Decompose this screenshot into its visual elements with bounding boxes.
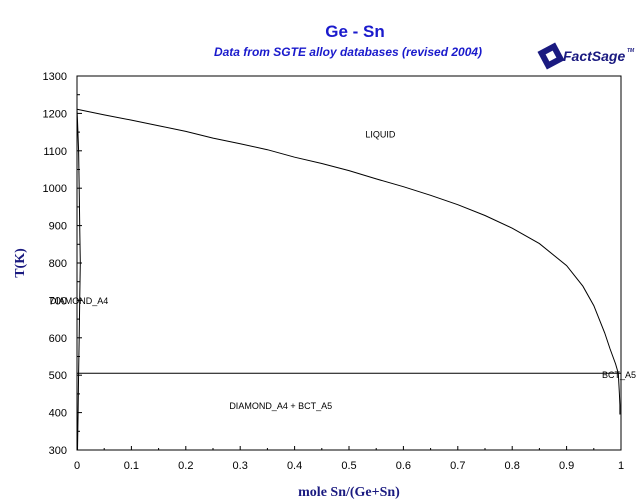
x-tick-label: 0.8	[505, 460, 520, 472]
x-tick-label: 0	[74, 460, 80, 472]
y-tick-label: 1100	[43, 146, 67, 158]
x-tick-label: 0.6	[396, 460, 411, 472]
plot-frame	[76, 75, 622, 451]
factsage-logo: FactSage TM	[537, 42, 635, 70]
liquidus-line	[76, 108, 619, 374]
y-tick-label: 600	[49, 333, 67, 345]
region-label: LIQUID	[365, 130, 396, 140]
ge-solidus-line	[76, 109, 81, 451]
x-tick-label: 0.9	[559, 460, 574, 472]
y-tick-label: 700	[49, 295, 67, 307]
chart-subtitle: Data from SGTE alloy databases (revised …	[214, 45, 482, 59]
y-tick-label: 900	[49, 221, 67, 233]
region-label: DIAMOND_A4	[50, 296, 109, 306]
x-tick-label: 0.3	[233, 460, 248, 472]
region-label: DIAMOND_A4 + BCT_A5	[229, 401, 332, 411]
sn-solidus-line	[617, 373, 621, 415]
y-tick-label: 500	[49, 370, 67, 382]
region-labels: LIQUID DIAMOND_A4 DIAMOND_A4 + BCT_A5 BCT_A…	[50, 130, 636, 411]
x-tick-label: 0.1	[124, 460, 139, 472]
y-tick-label: 300	[49, 445, 67, 457]
x-tick-label: 0.7	[450, 460, 465, 472]
logo-trademark: TM	[627, 48, 635, 54]
x-axis-label: mole Sn/(Ge+Sn)	[298, 485, 400, 500]
y-tick-label: 1000	[43, 183, 67, 195]
region-label: BCT_A5	[602, 370, 636, 380]
logo-mark-icon	[537, 42, 565, 70]
x-tick-label: 1	[618, 460, 624, 472]
y-tick-label: 1200	[43, 108, 67, 120]
y-axis: 300 400 500 600 700 800 900 1000 1100 1200 1300	[43, 71, 82, 457]
y-tick-label: 800	[49, 258, 67, 270]
x-tick-label: 0.4	[287, 460, 302, 472]
chart-title: Ge - Sn	[325, 22, 385, 41]
y-axis-label: T(K)	[13, 248, 28, 278]
x-tick-label: 0.5	[341, 460, 356, 472]
logo-text: FactSage	[563, 48, 625, 64]
x-tick-label: 0.2	[178, 460, 193, 472]
y-tick-label: 1300	[43, 71, 67, 83]
x-axis: 0 0.1 0.2 0.3 0.4 0.5 0.6 0.7 0.8 0.9 1	[74, 446, 624, 472]
y-tick-label: 400	[49, 408, 67, 420]
phase-boundaries	[76, 108, 621, 451]
